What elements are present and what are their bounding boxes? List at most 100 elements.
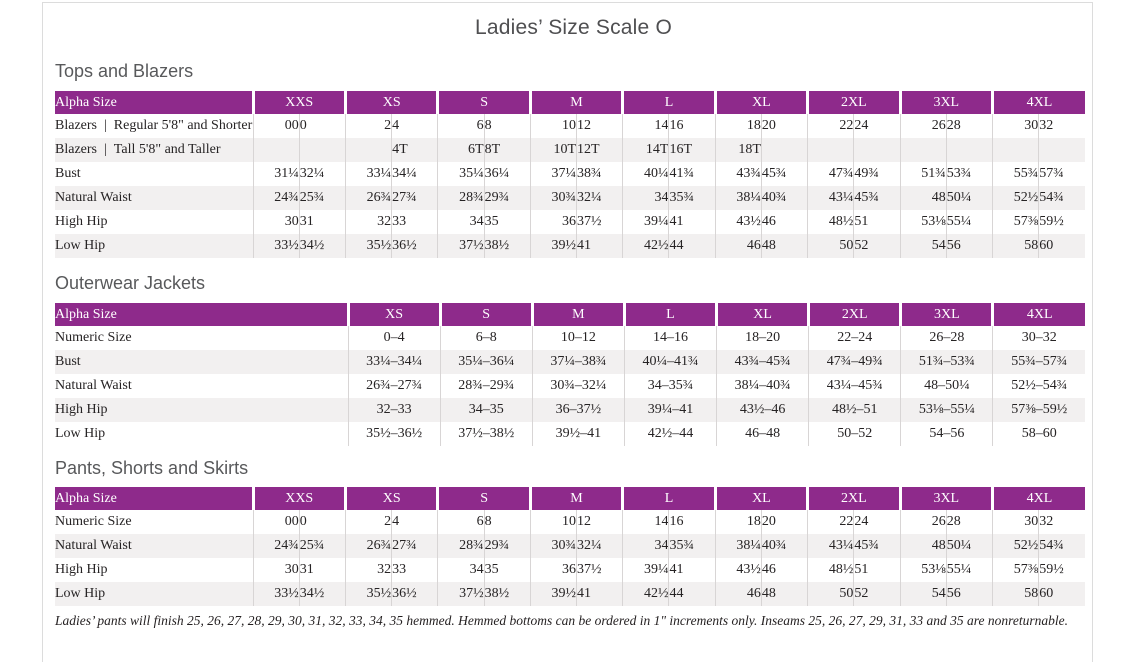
- size-cell: 8: [483, 114, 531, 138]
- size-cell: 53¾: [945, 162, 993, 186]
- size-cell: 12: [576, 114, 623, 138]
- size-cell: 34: [622, 186, 669, 210]
- row-label: Numeric Size: [55, 514, 132, 529]
- size-cell: 26¾: [344, 186, 392, 210]
- section-outerwear-jackets: Outerwear Jackets Alpha Size XS S M L XL 2XL 3X…: [55, 272, 1092, 446]
- size-group-header: 2XL: [806, 91, 901, 114]
- size-cell: 30: [252, 210, 300, 234]
- section-heading: Pants, Shorts and Skirts: [55, 458, 249, 478]
- size-group-header: M: [528, 91, 623, 114]
- row-label: Natural Waist: [55, 378, 132, 393]
- size-cell: 8: [483, 510, 531, 534]
- size-cell: [252, 138, 300, 162]
- size-group-header: XXS: [251, 487, 346, 510]
- size-cell: 46: [760, 558, 808, 582]
- row-label: Numeric Size: [55, 330, 132, 345]
- size-cell: 58: [991, 234, 1039, 258]
- size-cell: 50: [807, 234, 854, 258]
- outerwear-jackets-table: Alpha Size XS S M L XL 2XL 3XL 4XL Numeric Size 0–…: [55, 303, 1085, 446]
- size-cell: 26–28: [900, 326, 993, 350]
- size-cell: 43¾–45¾: [715, 350, 809, 374]
- size-cell: 59½: [1038, 558, 1085, 582]
- tops-and-blazers-table: Alpha Size XXS XS S M L XL 2XL 3XL 4XL Blazers | R…: [55, 91, 1085, 258]
- size-cell: 41¾: [668, 162, 716, 186]
- size-group-header: XL: [713, 91, 808, 114]
- size-cell: 48: [760, 582, 808, 606]
- size-group-header: S: [436, 487, 531, 510]
- size-cell: 34: [622, 534, 669, 558]
- page-title: Ladies’ Size Scale O: [475, 16, 672, 39]
- size-cell: 39¼: [622, 210, 669, 234]
- size-cell: 40¾: [760, 534, 808, 558]
- size-cell: 47¾–49¾: [808, 350, 901, 374]
- size-group-header: 4XL: [991, 303, 1085, 326]
- size-group-header: XXS: [251, 91, 346, 114]
- size-cell: 30–32: [992, 326, 1085, 350]
- size-cell: [344, 138, 392, 162]
- size-cell: 12: [576, 510, 623, 534]
- section-heading: Tops and Blazers: [55, 61, 194, 81]
- size-cell: 56: [945, 234, 993, 258]
- alpha-size-header: Alpha Size: [55, 91, 253, 114]
- size-cell: [760, 138, 808, 162]
- table-row: Natural Waist 24¾ 25¾ 26¾ 27¾ 28¾ 29¾ 30¾ 32¼ 34 3…: [55, 186, 1085, 210]
- size-cell: 37¼–38¾: [531, 350, 625, 374]
- table-row: Low Hip 33½ 34½ 35½ 36½ 37½ 38½ 39½ 41 42½ 44 46 48 5…: [55, 582, 1085, 606]
- size-cell: 14T: [622, 138, 669, 162]
- size-cell: 14–16: [623, 326, 717, 350]
- size-cell: 38¾: [576, 162, 623, 186]
- size-cell: 00: [252, 510, 300, 534]
- size-cell: 0: [298, 510, 346, 534]
- size-cell: 43¼: [807, 534, 854, 558]
- size-cell: 40¼–41¾: [623, 350, 717, 374]
- size-cell: 27¾: [391, 186, 438, 210]
- size-cell: 45¾: [760, 162, 808, 186]
- row-label: Natural Waist: [55, 190, 132, 205]
- size-cell: 35: [483, 210, 531, 234]
- size-cell: 34: [437, 558, 485, 582]
- size-cell: 44: [668, 234, 716, 258]
- size-cell: 48½: [807, 558, 854, 582]
- size-cell: 42½–44: [623, 422, 717, 446]
- size-cell: 36½: [391, 582, 438, 606]
- size-group-header: XL: [714, 303, 809, 326]
- size-cell: 28¾–29¾: [439, 374, 533, 398]
- size-cell: 34½: [298, 234, 346, 258]
- size-cell: 30¾–32¼: [531, 374, 625, 398]
- size-group-header: 3XL: [899, 303, 993, 326]
- size-cell: 39¼–41: [623, 398, 717, 422]
- size-cell: 10: [529, 114, 577, 138]
- size-group-header: L: [621, 91, 716, 114]
- size-cell: 00: [252, 114, 300, 138]
- row-label: High Hip: [55, 402, 108, 417]
- size-cell: 32–33: [347, 398, 441, 422]
- size-cell: 45¾: [853, 534, 901, 558]
- size-cell: 43¾: [714, 162, 762, 186]
- row-label: Low Hip: [55, 426, 106, 441]
- size-cell: 28: [945, 114, 993, 138]
- row-label: Blazers | Regular 5'8" and Shorter: [55, 118, 253, 133]
- row-label: Natural Waist: [55, 538, 132, 553]
- size-cell: 48–50¼: [900, 374, 993, 398]
- size-cell: 54¾: [1038, 186, 1085, 210]
- size-cell: 50: [807, 582, 854, 606]
- size-cell: 49¾: [853, 162, 901, 186]
- size-cell: 27¾: [391, 534, 438, 558]
- size-cell: [945, 138, 993, 162]
- size-cell: 57⅜–59½: [992, 398, 1085, 422]
- table-row: High Hip 30 31 32 33 34 35 36 37½ 39¼ 41 43½ 46 48½ 51…: [55, 210, 1085, 234]
- size-cell: 18–20: [715, 326, 809, 350]
- size-cell: 45¾: [853, 186, 901, 210]
- size-cell: 50¼: [945, 534, 993, 558]
- size-cell: 20: [760, 114, 808, 138]
- size-cell: 39¼: [622, 558, 669, 582]
- size-cell: 31: [298, 558, 346, 582]
- size-cell: 10: [529, 510, 577, 534]
- size-cell: 58–60: [992, 422, 1085, 446]
- size-group-header: XL: [713, 487, 808, 510]
- size-cell: 56: [945, 582, 993, 606]
- size-cell: 2: [344, 114, 392, 138]
- size-cell: [807, 138, 854, 162]
- size-group-header: XS: [343, 91, 438, 114]
- size-cell: 54–56: [900, 422, 993, 446]
